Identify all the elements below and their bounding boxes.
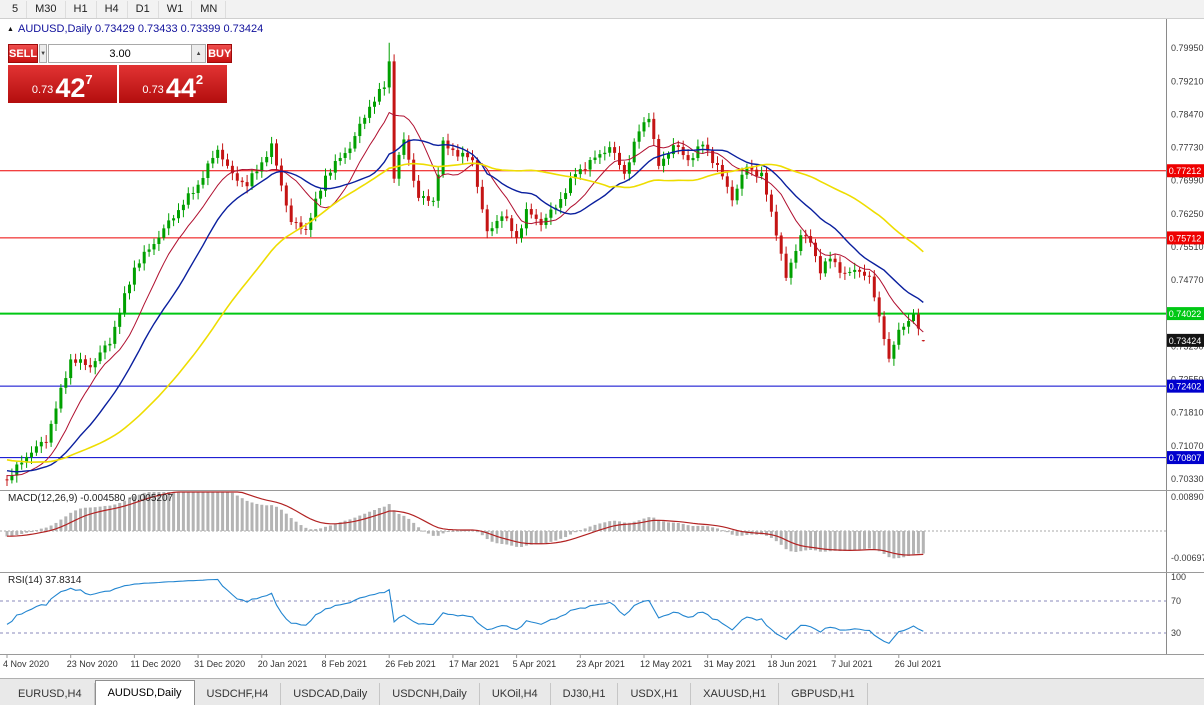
svg-text:0.78470: 0.78470: [1171, 109, 1204, 119]
svg-text:0.71810: 0.71810: [1171, 408, 1204, 418]
buy-price-pips: 44: [165, 73, 196, 104]
buy-price-display[interactable]: 0.73 44 2: [118, 65, 227, 104]
chart-object-marker-icon: ▲: [7, 26, 14, 33]
chart-tab-usdcnh-daily[interactable]: USDCNH,Daily: [380, 683, 480, 705]
svg-text:30: 30: [1171, 628, 1181, 638]
svg-text:0.77212: 0.77212: [1169, 166, 1202, 176]
one-click-trading-panel: SELL ▼ ▲ BUY 0.73 42 7 0.73 44 2: [8, 44, 233, 104]
date-axis-label: 23 Nov 2020: [67, 659, 118, 669]
svg-text:0.74022: 0.74022: [1169, 309, 1202, 319]
chart-tab-usdchf-h4[interactable]: USDCHF,H4: [195, 683, 282, 705]
chart-tab-audusd-daily[interactable]: AUDUSD,Daily: [94, 680, 195, 705]
sell-button[interactable]: SELL: [8, 44, 39, 63]
buy-button[interactable]: BUY: [207, 44, 233, 63]
chart-canvas[interactable]: 0.79950 0.79210 0.78470 0.77730 0.76990 0.762…: [0, 0, 1204, 678]
date-axis-label: 20 Jan 2021: [258, 659, 308, 669]
date-axis-label: 31 May 2021: [704, 659, 756, 669]
svg-text:0.79950: 0.79950: [1171, 43, 1204, 53]
timeframe-button-5[interactable]: 5: [4, 0, 28, 18]
chevron-up-icon: ▲: [195, 50, 202, 57]
sell-price-display[interactable]: 0.73 42 7: [8, 65, 117, 103]
volume-input[interactable]: [49, 45, 192, 62]
volume-stepper[interactable]: ▲: [191, 45, 206, 62]
date-axis-label: 8 Feb 2021: [322, 659, 368, 669]
chart-tab-eurusd-h4[interactable]: EURUSD,H4: [6, 683, 95, 705]
timeframe-button-m30[interactable]: M30: [27, 0, 66, 18]
chart-tab-dj30-h1[interactable]: DJ30,H1: [551, 683, 619, 705]
macd-indicator-label: MACD(12,26,9) -0.004580 -0.005207: [8, 493, 174, 504]
date-axis-label: 11 Dec 2020: [130, 659, 180, 669]
chart-tab-usdx-h1[interactable]: USDX,H1: [618, 683, 692, 705]
sell-price-base: 0.73: [31, 84, 54, 96]
date-axis-label: 5 Apr 2021: [513, 659, 557, 669]
date-axis-label: 31 Dec 2020: [194, 659, 245, 669]
date-axis-label: 23 Apr 2021: [576, 659, 625, 669]
chart-tab-gbpusd-h1[interactable]: GBPUSD,H1: [779, 683, 868, 705]
svg-text:0.74770: 0.74770: [1171, 275, 1204, 285]
svg-text:0.00890: 0.00890: [1171, 492, 1204, 502]
svg-text:0.76250: 0.76250: [1171, 209, 1204, 219]
buy-price-point: 2: [195, 72, 204, 87]
svg-text:-0.00697: -0.00697: [1171, 553, 1204, 563]
svg-text:0.75510: 0.75510: [1171, 242, 1204, 252]
svg-text:0.72402: 0.72402: [1169, 382, 1202, 392]
timeframe-button-d1[interactable]: D1: [128, 0, 159, 18]
timeframe-button-h1[interactable]: H1: [66, 0, 97, 18]
svg-text:0.77730: 0.77730: [1171, 143, 1204, 153]
timeframe-button-w1[interactable]: W1: [159, 0, 193, 18]
chart-tab-ukoil-h4[interactable]: UKOil,H4: [480, 683, 551, 705]
date-axis-label: 12 May 2021: [640, 659, 692, 669]
svg-text:0.70807: 0.70807: [1169, 453, 1202, 463]
date-axis-label: 26 Jul 2021: [895, 659, 942, 669]
date-axis-label: 7 Jul 2021: [831, 659, 873, 669]
date-axis-label: 17 Mar 2021: [449, 659, 500, 669]
timeframe-button-mn[interactable]: MN: [192, 0, 227, 18]
chart-title: AUDUSD,Daily 0.73429 0.73433 0.73399 0.7…: [18, 23, 264, 35]
svg-text:0.79210: 0.79210: [1171, 76, 1204, 86]
rsi-indicator-label: RSI(14) 37.8314: [8, 575, 82, 586]
sell-price-point: 7: [85, 72, 93, 87]
timeframe-button-h4[interactable]: H4: [97, 0, 128, 18]
date-axis-label: 4 Nov 2020: [3, 659, 49, 669]
chart-tab-usdcad-daily[interactable]: USDCAD,Daily: [281, 683, 381, 705]
chart-tab-xauusd-h1[interactable]: XAUUSD,H1: [691, 683, 780, 705]
trade-options-dropdown[interactable]: ▼: [39, 44, 48, 63]
svg-text:0.71070: 0.71070: [1171, 441, 1204, 451]
sell-price-pips: 42: [55, 73, 86, 104]
svg-text:100: 100: [1171, 572, 1186, 582]
svg-text:0.76990: 0.76990: [1171, 176, 1204, 186]
svg-text:0.73424: 0.73424: [1169, 336, 1202, 346]
svg-text:70: 70: [1171, 596, 1181, 606]
timeframe-toolbar: 5 M30 H1 H4 D1 W1 MN: [0, 0, 1204, 19]
buy-price-base: 0.73: [142, 84, 164, 96]
date-axis-label: 18 Jun 2021: [767, 659, 817, 669]
svg-text:0.72550: 0.72550: [1171, 375, 1204, 385]
date-axis-label: 26 Feb 2021: [385, 659, 436, 669]
svg-text:0.70330: 0.70330: [1171, 474, 1204, 484]
chart-tab-bar: EURUSD,H4 AUDUSD,Daily USDCHF,H4 USDCAD,Dai…: [0, 678, 1204, 705]
svg-text:0.75712: 0.75712: [1169, 233, 1202, 243]
chevron-down-icon: ▼: [40, 50, 47, 57]
